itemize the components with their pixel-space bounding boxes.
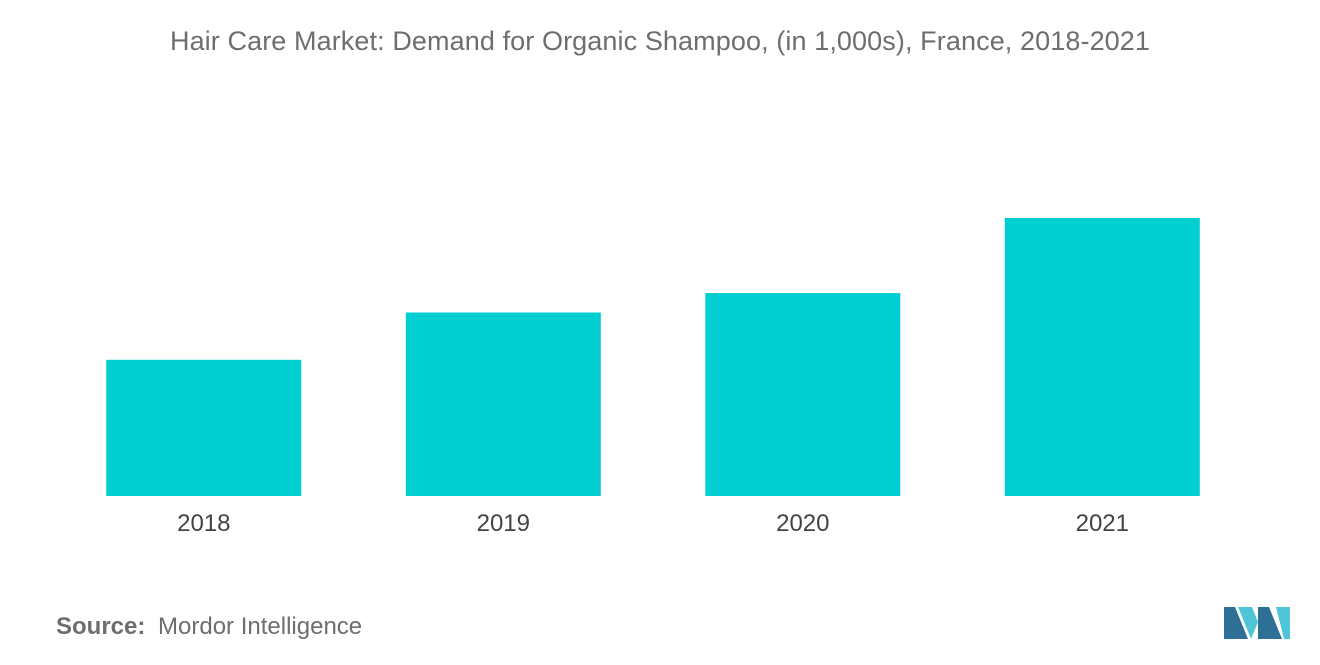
bar-2020 xyxy=(705,293,901,496)
x-axis-labels: 2018 2019 2020 2021 xyxy=(177,510,1129,537)
x-tick-label-2018: 2018 xyxy=(177,510,230,537)
source-label: Source: xyxy=(56,613,146,640)
bars-group xyxy=(106,218,1200,496)
source-value: Mordor Intelligence xyxy=(158,613,363,640)
x-tick-label-2021: 2021 xyxy=(1076,510,1129,537)
x-tick-label-2019: 2019 xyxy=(477,510,530,537)
logo-shape-4 xyxy=(1276,607,1290,639)
bar-2018 xyxy=(106,359,302,496)
mordor-intelligence-logo xyxy=(1224,607,1290,639)
source-attribution: Source: Mordor Intelligence xyxy=(56,613,362,641)
bar-2021 xyxy=(1004,218,1200,496)
logo-shape-2 xyxy=(1238,607,1258,639)
chart-title: Hair Care Market: Demand for Organic Sha… xyxy=(169,26,1151,56)
bar-2019 xyxy=(405,312,601,496)
logo-shape-1 xyxy=(1224,607,1248,639)
logo-shape-3 xyxy=(1258,607,1282,639)
bar-chart: 2018 2019 2020 2021 xyxy=(106,218,1200,537)
x-tick-label-2020: 2020 xyxy=(776,510,829,537)
